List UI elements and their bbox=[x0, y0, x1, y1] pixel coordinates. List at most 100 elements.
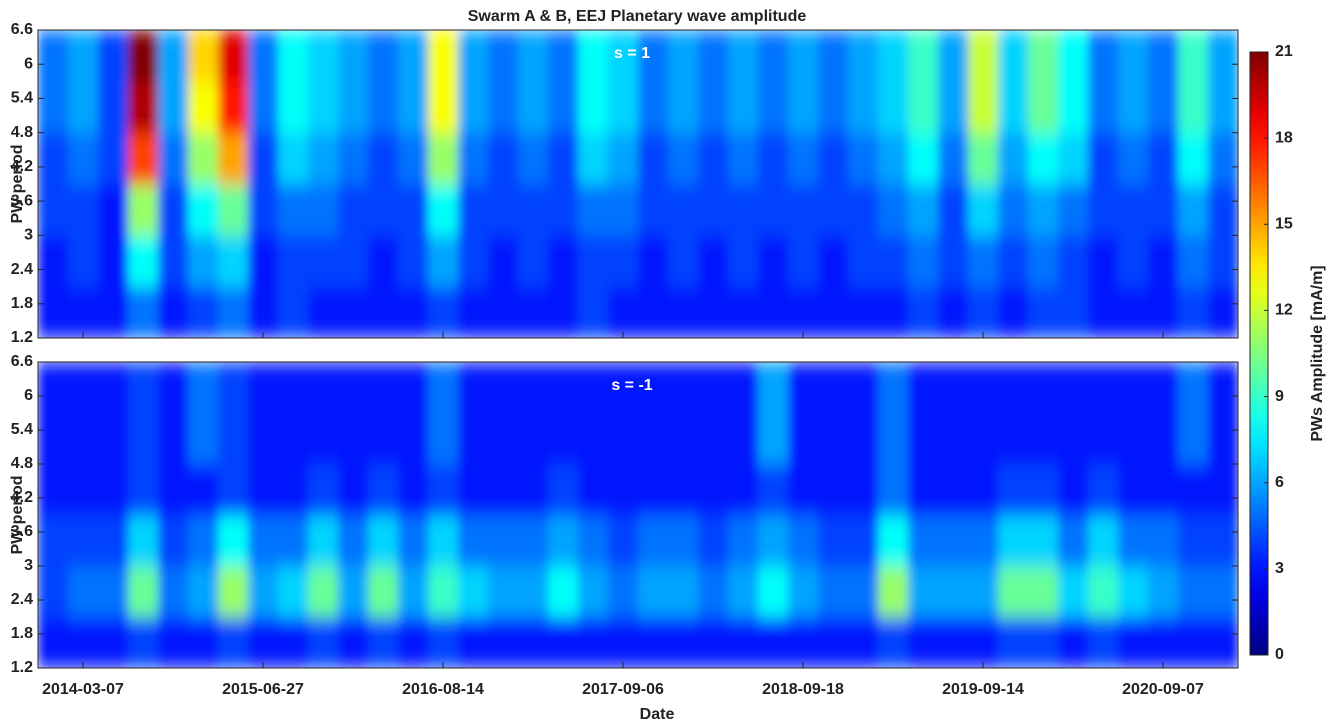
y-tick-label: 5.4 bbox=[11, 421, 33, 438]
heatmap-cell bbox=[668, 362, 699, 414]
heatmap-cell bbox=[158, 286, 189, 338]
heatmap-cell bbox=[878, 132, 909, 185]
heatmap-cell bbox=[308, 464, 339, 516]
heatmap-cell bbox=[458, 566, 489, 618]
heatmap-cell bbox=[848, 566, 879, 618]
heatmap-cell bbox=[698, 413, 729, 465]
heatmap-cell bbox=[998, 362, 1029, 414]
heatmap-cell bbox=[1088, 617, 1119, 668]
heatmap-cell bbox=[1028, 184, 1059, 236]
heatmap-cell bbox=[218, 464, 249, 516]
heatmap-cell bbox=[788, 81, 819, 134]
heatmap-cell bbox=[158, 81, 189, 134]
heatmap-cell bbox=[68, 413, 99, 465]
heatmap-cell bbox=[1118, 235, 1149, 288]
y-tick-label: 4.8 bbox=[11, 124, 33, 141]
x-axis-label: Date bbox=[640, 706, 675, 723]
heatmap-cell bbox=[998, 81, 1029, 134]
heatmap-cell bbox=[638, 566, 669, 618]
heatmap-cell bbox=[308, 566, 339, 618]
heatmap-cell bbox=[578, 235, 609, 288]
heatmap-cell bbox=[1208, 235, 1238, 288]
heatmap-cell bbox=[338, 464, 369, 516]
heatmap-cell bbox=[668, 81, 699, 134]
heatmap-cell bbox=[458, 464, 489, 516]
heatmap-cell bbox=[188, 362, 219, 414]
y-tick-label: 1.8 bbox=[11, 295, 33, 312]
colorbar-label: PWs Amplitude [mA/m] bbox=[1309, 265, 1326, 441]
heatmap-cell bbox=[188, 617, 219, 668]
panel-frame bbox=[37, 29, 1239, 339]
heatmap-cell bbox=[938, 362, 969, 414]
heatmap-cell bbox=[668, 184, 699, 236]
heatmap-cell bbox=[98, 184, 129, 236]
heatmap-cell bbox=[548, 184, 579, 236]
y-tick-label: 1.2 bbox=[11, 329, 33, 346]
heatmap-cell bbox=[428, 235, 459, 288]
heatmap-cell bbox=[1208, 413, 1238, 465]
heatmap-cell bbox=[968, 566, 999, 618]
y-tick-label: 6 bbox=[24, 387, 33, 404]
x-tick-label: 2018-09-18 bbox=[762, 681, 844, 698]
heatmap-cell bbox=[608, 286, 639, 338]
heatmap-cell bbox=[968, 464, 999, 516]
heatmap-cell bbox=[518, 235, 549, 288]
heatmap-cell bbox=[518, 184, 549, 236]
heatmap-cell bbox=[308, 362, 339, 414]
heatmap-cell bbox=[188, 81, 219, 134]
heatmap-cell bbox=[938, 81, 969, 134]
heatmap-cell bbox=[98, 81, 129, 134]
heatmap-cell bbox=[38, 30, 69, 82]
y-tick-label: 4.2 bbox=[11, 158, 33, 175]
heatmap-cell bbox=[248, 617, 279, 668]
heatmap-cell bbox=[548, 286, 579, 338]
heatmap-cell bbox=[188, 132, 219, 185]
heatmap-cell bbox=[368, 515, 399, 567]
heatmap-cell bbox=[758, 515, 789, 567]
heatmap-cell bbox=[458, 81, 489, 134]
heatmap-cell bbox=[158, 132, 189, 185]
heatmap-cell bbox=[698, 566, 729, 618]
heatmap-cell bbox=[998, 617, 1029, 668]
heatmap-cell bbox=[998, 235, 1029, 288]
heatmap-cell bbox=[698, 515, 729, 567]
heatmap-cell bbox=[1178, 81, 1209, 134]
heatmap-cell bbox=[548, 132, 579, 185]
x-tick-label: 2017-09-06 bbox=[582, 681, 664, 698]
heatmap-cell bbox=[848, 515, 879, 567]
heatmap-cell bbox=[68, 184, 99, 236]
heatmap-cell bbox=[938, 30, 969, 82]
heatmap-cell bbox=[428, 515, 459, 567]
heatmap-cell bbox=[638, 362, 669, 414]
heatmap-cell bbox=[158, 413, 189, 465]
heatmap-cell bbox=[848, 413, 879, 465]
y-axis-label: PW period bbox=[9, 475, 26, 554]
heatmap-cell bbox=[638, 413, 669, 465]
heatmap-cell bbox=[68, 81, 99, 134]
heatmap-cell bbox=[758, 132, 789, 185]
heatmap-cell bbox=[428, 184, 459, 236]
heatmap-cell bbox=[908, 413, 939, 465]
y-tick-label: 4.8 bbox=[11, 455, 33, 472]
heatmap-cell bbox=[788, 362, 819, 414]
heatmap-cell bbox=[1178, 184, 1209, 236]
heatmap-cell bbox=[278, 235, 309, 288]
heatmap-cell bbox=[1088, 362, 1119, 414]
heatmap-cell bbox=[218, 413, 249, 465]
heatmap-cell bbox=[998, 515, 1029, 567]
heatmap-cell bbox=[938, 617, 969, 668]
heatmap-cell bbox=[68, 30, 99, 82]
heatmap-cell bbox=[308, 132, 339, 185]
heatmap-cell bbox=[818, 286, 849, 338]
panel-annotation: s = -1 bbox=[611, 377, 652, 394]
heatmap-cell bbox=[848, 362, 879, 414]
heatmap-cell bbox=[788, 413, 819, 465]
heatmap-cell bbox=[38, 617, 69, 668]
heatmap-cell bbox=[668, 235, 699, 288]
panel-annotation: s = 1 bbox=[614, 45, 650, 62]
heatmap-cell bbox=[368, 566, 399, 618]
heatmap-cell bbox=[68, 362, 99, 414]
heatmap-cell bbox=[1058, 617, 1089, 668]
heatmap-cell bbox=[1178, 413, 1209, 465]
heatmap-cell bbox=[698, 464, 729, 516]
